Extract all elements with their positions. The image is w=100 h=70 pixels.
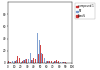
Bar [28,59,29,63]
Bar [63,62,64,63]
Bar [48,61,49,63]
Bar [49,61,50,63]
Bar [51,61,52,63]
Bar [40,45,41,63]
Bar [64,62,65,63]
Legend: compound 1, RT, Area%: compound 1, RT, Area% [74,3,95,19]
Bar [60,62,61,63]
Bar [39,40,40,63]
Bar [24,60,25,63]
Bar [62,62,63,63]
Bar [46,61,47,63]
Bar [8,61,9,63]
Bar [65,62,66,63]
Bar [47,61,48,63]
Bar [25,59,26,63]
Bar [56,60,57,63]
Bar [44,58,45,63]
Bar [31,60,32,63]
Bar [16,60,17,63]
Bar [12,61,13,63]
Bar [38,54,39,63]
Bar [41,53,42,63]
Bar [30,53,31,63]
Bar [33,58,34,63]
Bar [55,61,56,63]
Bar [19,58,20,63]
Bar [14,61,15,63]
Bar [32,60,33,63]
Bar [35,59,36,63]
Bar [15,61,16,63]
Bar [23,60,24,63]
Bar [22,61,23,63]
Bar [57,62,58,63]
Bar [9,62,10,63]
Bar [17,56,18,63]
